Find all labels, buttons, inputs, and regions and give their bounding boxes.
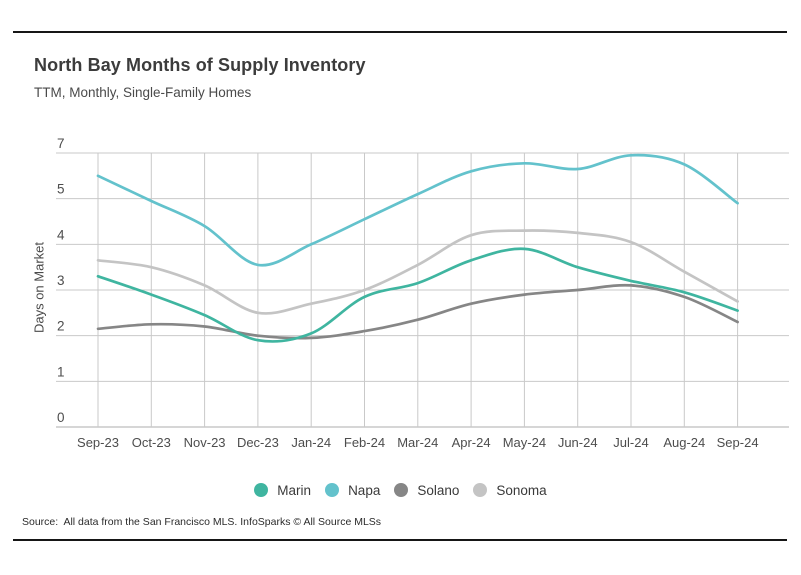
legend-item-solano: Solano — [394, 483, 459, 498]
x-tick-label: Jan-24 — [291, 435, 331, 450]
series-line-solano — [96, 283, 739, 340]
x-tick-label: Aug-24 — [663, 435, 705, 450]
x-tick-label: Nov-23 — [184, 435, 226, 450]
legend-label: Sonoma — [496, 482, 547, 498]
y-tick-label: 1 — [57, 364, 65, 379]
y-tick-label: 0 — [57, 410, 65, 425]
legend-swatch-marin-icon — [254, 483, 269, 497]
x-tick-label: Jul-24 — [613, 435, 648, 450]
legend-label: Napa — [348, 482, 381, 498]
x-tick-label: Sep-24 — [717, 435, 759, 450]
series-line-napa — [96, 153, 739, 267]
legend-label: Marin — [277, 482, 312, 498]
x-tick-label: Dec-23 — [237, 435, 279, 450]
x-tick-label: Sep-23 — [77, 435, 119, 450]
y-tick-label: 5 — [57, 182, 65, 197]
x-tick-label: May-24 — [503, 435, 546, 450]
chart-subtitle: TTM, Monthly, Single-Family Homes — [34, 85, 252, 100]
y-tick-label: 2 — [57, 319, 65, 334]
top-divider — [13, 31, 787, 33]
legend-item-napa: Napa — [325, 483, 380, 498]
series-line-sonoma — [96, 229, 739, 315]
legend-swatch-napa-icon — [325, 483, 340, 497]
y-tick-label: 4 — [57, 227, 65, 242]
chart-title: North Bay Months of Supply Inventory — [34, 55, 366, 75]
legend-item-sonoma: Sonoma — [473, 482, 547, 498]
legend-item-marin: Marin — [254, 483, 311, 498]
x-tick-label: Jun-24 — [558, 435, 598, 450]
x-tick-label: Oct-23 — [132, 435, 171, 450]
legend-swatch-solano-icon — [394, 483, 409, 497]
chart-legend: Marin Napa Solano Sonoma — [0, 478, 801, 502]
bottom-divider — [13, 539, 787, 541]
y-tick-label: 7 — [57, 136, 65, 151]
x-tick-label: Feb-24 — [344, 435, 385, 450]
legend-label: Solano — [417, 482, 460, 498]
x-tick-label: Apr-24 — [452, 435, 491, 450]
legend-swatch-sonoma-icon — [473, 483, 488, 497]
source-note: Source: All data from the San Francisco … — [22, 516, 382, 528]
series-line-marin — [96, 247, 739, 343]
x-tick-label: Mar-24 — [397, 435, 438, 450]
y-tick-label: 3 — [57, 273, 65, 288]
